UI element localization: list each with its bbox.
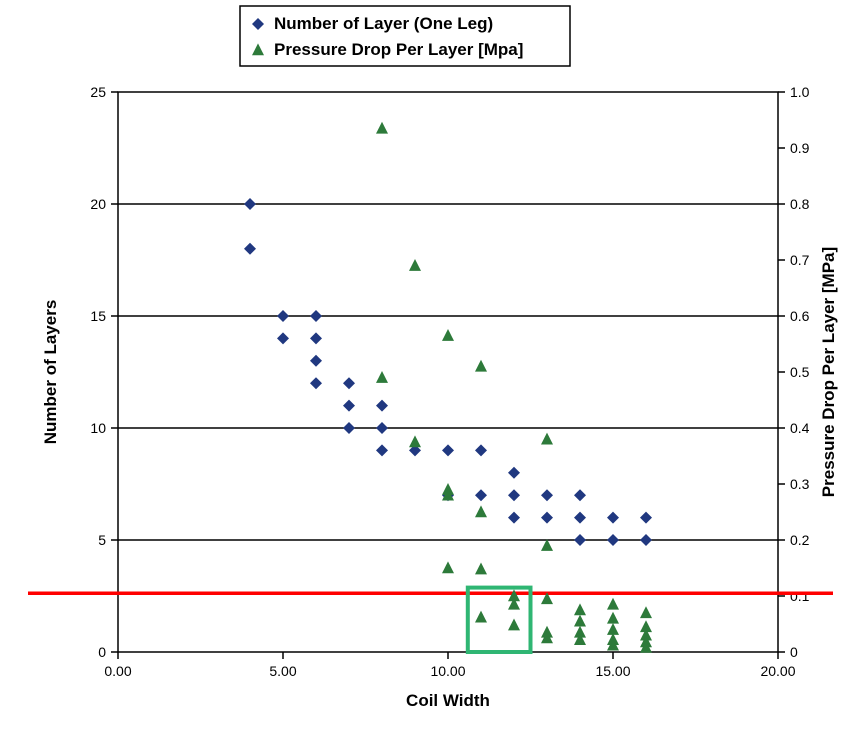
y1-tick-label: 5 <box>98 532 106 548</box>
x-tick-label: 10.00 <box>430 663 465 679</box>
y2-tick-label: 0.6 <box>790 308 810 324</box>
y2-axis-title: Pressure Drop Per Layer [MPa] <box>819 247 838 497</box>
y1-tick-label: 20 <box>90 196 106 212</box>
y2-tick-label: 0.1 <box>790 588 810 604</box>
y2-tick-label: 0.3 <box>790 476 810 492</box>
scatter-chart: 0.00 5.00 10.00 15.00 20.00 Coil Width 0 5 10 15 2… <box>0 0 853 747</box>
x-tick-label: 20.00 <box>760 663 795 679</box>
legend-item-label: Number of Layer (One Leg) <box>274 14 493 33</box>
y2-tick-label: 0.8 <box>790 196 810 212</box>
y2-tick-label: 0.7 <box>790 252 810 268</box>
y2-tick-label: 0.9 <box>790 140 810 156</box>
x-tick-label: 0.00 <box>104 663 131 679</box>
y2-tick-label: 1.0 <box>790 84 810 100</box>
y1-tick-label: 0 <box>98 644 106 660</box>
y2-tick-label: 0.4 <box>790 420 810 436</box>
y1-tick-label: 10 <box>90 420 106 436</box>
y1-tick-label: 25 <box>90 84 106 100</box>
y1-tick-label: 15 <box>90 308 106 324</box>
x-tick-label: 15.00 <box>595 663 630 679</box>
legend: Number of Layer (One Leg) Pressure Drop P… <box>240 6 570 66</box>
y2-tick-label: 0 <box>790 644 798 660</box>
x-tick-label: 5.00 <box>269 663 296 679</box>
y2-tick-label: 0.2 <box>790 532 810 548</box>
x-axis-title: Coil Width <box>406 691 490 710</box>
y1-axis-title: Number of Layers <box>41 300 60 445</box>
chart-svg: 0.00 5.00 10.00 15.00 20.00 Coil Width 0 5 10 15 2… <box>0 0 853 747</box>
y2-tick-label: 0.5 <box>790 364 810 380</box>
legend-item-label: Pressure Drop Per Layer [Mpa] <box>274 40 523 59</box>
